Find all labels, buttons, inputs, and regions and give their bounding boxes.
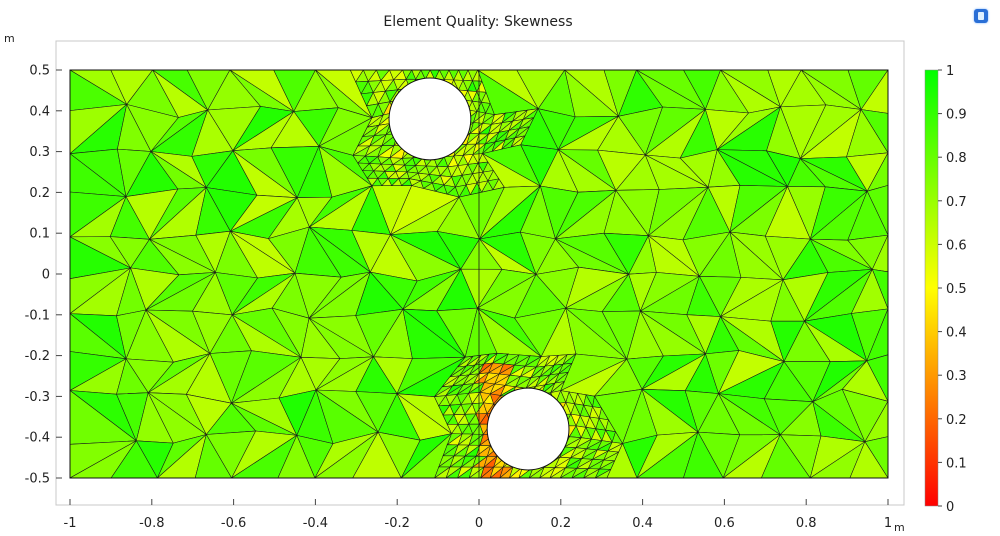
colorbar-tick-label: 0.1 xyxy=(946,456,967,471)
y-axis: 0.5 0.4 0.3 0.2 0.1 0 -0.1 -0.2 -0.3 -0.4 -0.5 xyxy=(25,64,62,487)
y-tick-label: 0.3 xyxy=(29,145,50,160)
x-tick-label: 0.2 xyxy=(550,516,571,531)
mesh-element xyxy=(683,431,724,478)
colorbar xyxy=(924,69,939,507)
y-tick-label: -0.5 xyxy=(25,472,50,487)
colorbar-axis: 1 0.9 0.8 0.7 0.6 0.5 0.4 0.3 0.2 0.1 0 xyxy=(938,64,967,515)
mesh-element xyxy=(110,440,158,478)
colorbar-tick-label: 0.3 xyxy=(946,369,967,384)
y-tick-label: 0.1 xyxy=(29,227,50,242)
mesh-element xyxy=(606,442,638,478)
x-tick-label: -0.4 xyxy=(303,516,328,531)
y-tick-label: 0.2 xyxy=(29,186,50,201)
axes-frame xyxy=(55,40,905,506)
x-unit-label: m xyxy=(894,521,905,534)
y-tick-label: -0.3 xyxy=(25,390,50,405)
colorbar-tick-label: 0.5 xyxy=(946,282,967,297)
app-icon[interactable] xyxy=(974,9,988,23)
mesh-element xyxy=(277,434,316,478)
mesh-element xyxy=(849,441,888,478)
chart-title: Element Quality: Skewness xyxy=(383,14,572,30)
y-tick-label: -0.2 xyxy=(25,349,50,364)
x-tick-label: -0.8 xyxy=(139,516,164,531)
holes xyxy=(388,77,570,471)
colorbar-tick-label: 0.8 xyxy=(946,151,967,166)
colorbar-tick-label: 1 xyxy=(946,64,954,79)
colorbar-tick-label: 0.4 xyxy=(946,326,967,341)
x-tick-label: 0.8 xyxy=(796,516,817,531)
hole xyxy=(486,387,570,471)
x-axis: -1 -0.8 -0.6 -0.4 -0.2 0 0.2 0.4 0.6 0.8 1 xyxy=(64,499,892,531)
mesh-element xyxy=(352,431,402,478)
colorbar-tick-label: 0.7 xyxy=(946,195,967,210)
x-tick-label: 0.4 xyxy=(632,516,653,531)
colorbar-tick-label: 0.2 xyxy=(946,413,967,428)
y-tick-label: -0.4 xyxy=(25,431,50,446)
x-tick-label: 1 xyxy=(884,516,892,531)
y-tick-label: 0 xyxy=(42,268,50,283)
y-tick-label: -0.1 xyxy=(25,308,50,323)
mesh xyxy=(70,70,888,478)
x-tick-label: -0.2 xyxy=(385,516,410,531)
y-unit-label: m xyxy=(4,32,15,45)
x-tick-label: -0.6 xyxy=(221,516,246,531)
x-tick-label: 0.6 xyxy=(714,516,735,531)
colorbar-tick-label: 0 xyxy=(946,500,954,515)
x-tick-label: 0 xyxy=(475,516,483,531)
colorbar-tick-label: 0.6 xyxy=(946,238,967,253)
x-tick-label: -1 xyxy=(64,516,77,531)
mesh-element xyxy=(761,434,811,478)
y-tick-label: 0.5 xyxy=(29,64,50,79)
colorbar-tick-label: 0.9 xyxy=(946,108,967,123)
hole xyxy=(388,77,472,161)
y-tick-label: 0.4 xyxy=(29,104,50,119)
mesh-element xyxy=(194,433,232,478)
domain-border xyxy=(69,69,889,479)
